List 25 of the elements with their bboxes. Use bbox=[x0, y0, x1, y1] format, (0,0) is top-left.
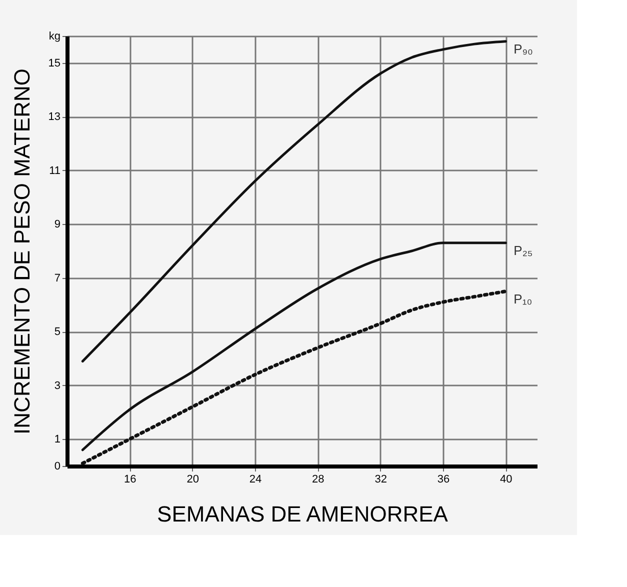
line-series bbox=[81, 242, 507, 452]
y-tick-label: 1 bbox=[54, 434, 60, 446]
line-series bbox=[81, 40, 507, 362]
y-tick-label: 5 bbox=[54, 326, 60, 338]
y-tick-label: 9 bbox=[54, 218, 60, 231]
series-label: P₂₅ bbox=[514, 242, 533, 258]
y-tick-label: 15 bbox=[48, 57, 60, 70]
y-tick-label: 7 bbox=[54, 272, 60, 284]
x-tick-label: 32 bbox=[374, 474, 387, 486]
x-tick-label: 28 bbox=[312, 474, 324, 486]
y-tick-label: 3 bbox=[54, 380, 60, 392]
x-tick-label: 36 bbox=[437, 474, 450, 486]
y-tick-label: 0 bbox=[54, 460, 60, 472]
x-axis-title: SEMANAS DE AMENORREA bbox=[157, 502, 448, 526]
y-axis-title: INCREMENTO DE PESO MATERNO bbox=[9, 68, 34, 434]
y-tick-label: 11 bbox=[49, 164, 60, 177]
series-label: P₉₀ bbox=[514, 41, 533, 56]
x-tick-label: 24 bbox=[249, 474, 262, 486]
y-tick-label: kg bbox=[48, 30, 60, 42]
x-tick-label: 40 bbox=[500, 474, 512, 486]
y-tick-label: 13 bbox=[48, 111, 60, 124]
line-series bbox=[80, 290, 508, 466]
x-tick-label: 16 bbox=[124, 474, 136, 486]
series-label: P₁₀ bbox=[514, 291, 532, 306]
x-tick-label: 20 bbox=[186, 474, 199, 486]
